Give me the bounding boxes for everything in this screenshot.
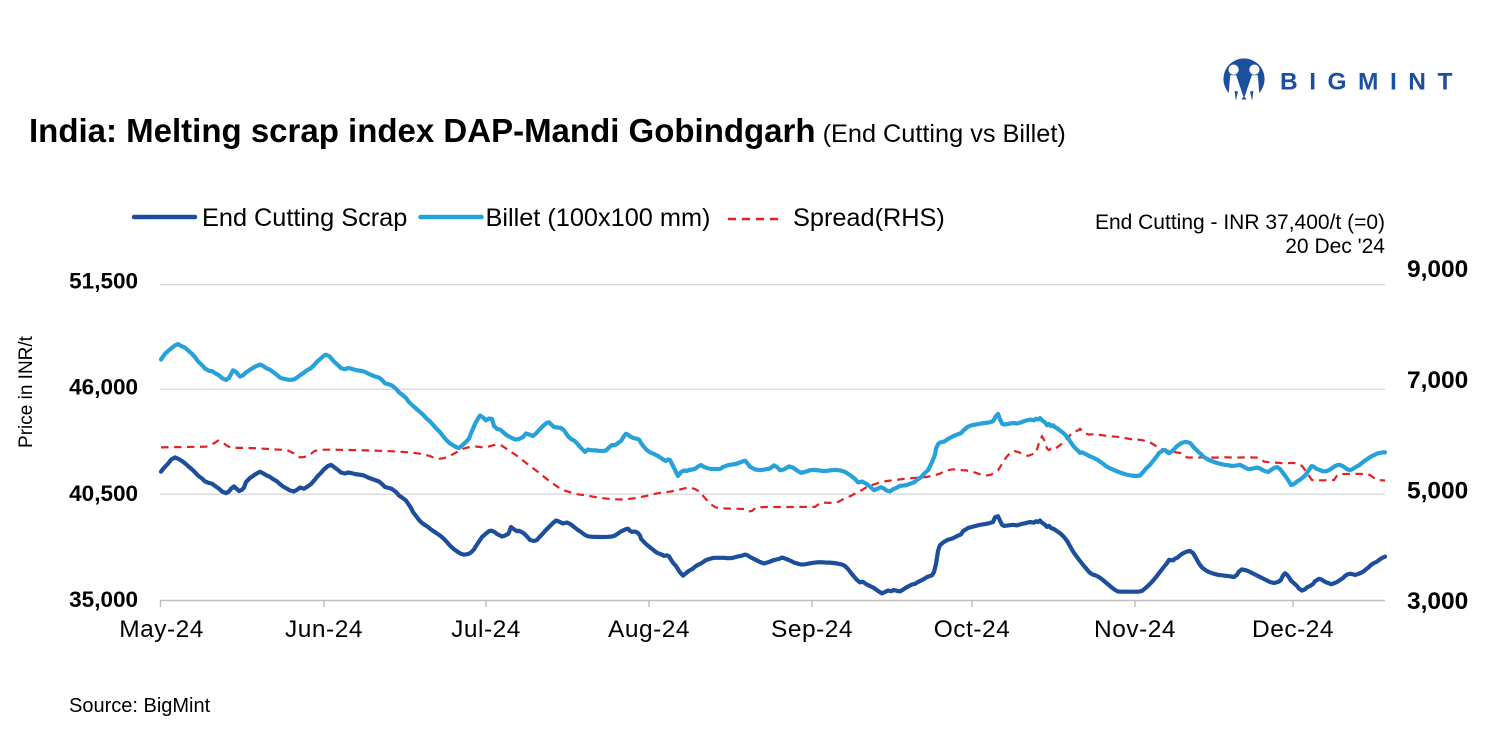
svg-text:35,000: 35,000: [69, 587, 138, 612]
svg-text:20 Dec '24: 20 Dec '24: [1285, 235, 1385, 258]
svg-text:End Cutting - INR 37,400/t (=0: End Cutting - INR 37,400/t (=0): [1095, 211, 1385, 234]
svg-text:5,000: 5,000: [1407, 478, 1468, 505]
svg-text:3,000: 3,000: [1407, 588, 1468, 615]
svg-text:40,500: 40,500: [69, 481, 138, 506]
svg-text:Nov-24: Nov-24: [1094, 616, 1176, 643]
svg-text:End Cutting Scrap: End Cutting Scrap: [202, 204, 407, 232]
svg-text:Sep-24: Sep-24: [771, 616, 853, 643]
svg-text:Jul-24: Jul-24: [451, 616, 521, 643]
svg-text:Source: BigMint: Source: BigMint: [69, 695, 211, 717]
svg-text:Billet (100x100 mm): Billet (100x100 mm): [486, 204, 711, 232]
svg-text:51,500: 51,500: [69, 269, 138, 294]
svg-text:Oct-24: Oct-24: [934, 616, 1011, 643]
svg-text:Dec-24: Dec-24: [1252, 616, 1334, 643]
svg-text:9,000: 9,000: [1407, 256, 1468, 283]
svg-text:Aug-24: Aug-24: [608, 616, 690, 643]
svg-text:7,000: 7,000: [1407, 367, 1468, 394]
svg-text:May-24: May-24: [119, 616, 204, 643]
svg-text:BIGMINT: BIGMINT: [1280, 69, 1464, 96]
svg-text:Spread(RHS): Spread(RHS): [793, 204, 945, 232]
svg-text:46,000: 46,000: [69, 375, 138, 400]
svg-text:Jun-24: Jun-24: [285, 616, 363, 643]
svg-text:Price in INR/t: Price in INR/t: [16, 335, 37, 448]
